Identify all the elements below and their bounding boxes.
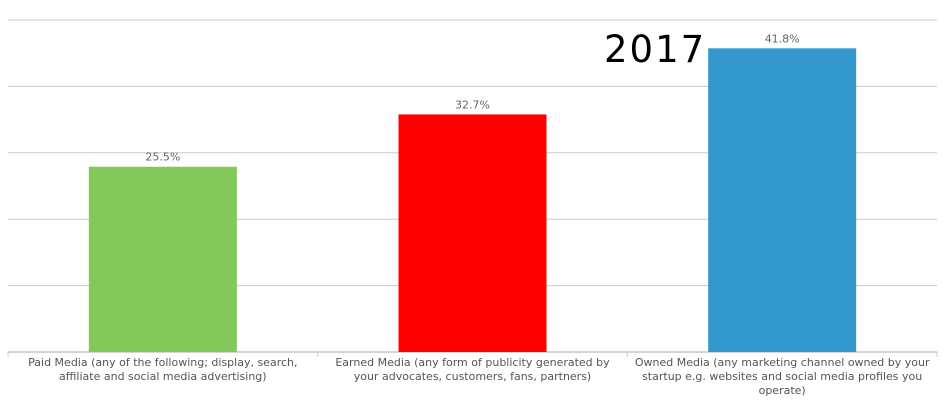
x-tick-label: Paid Media (any of the following; displa… — [28, 356, 298, 383]
x-tick-label: Earned Media (any form of publicity gene… — [335, 356, 610, 383]
x-tick-label: Owned Media (any marketing channel owned… — [634, 356, 930, 397]
bar — [398, 114, 547, 352]
bar — [708, 48, 857, 352]
value-label: 41.8% — [765, 32, 800, 45]
annotation: 2017 — [604, 28, 706, 71]
value-label: 32.7% — [455, 98, 490, 111]
bar — [88, 166, 237, 352]
value-label: 25.5% — [145, 151, 180, 164]
